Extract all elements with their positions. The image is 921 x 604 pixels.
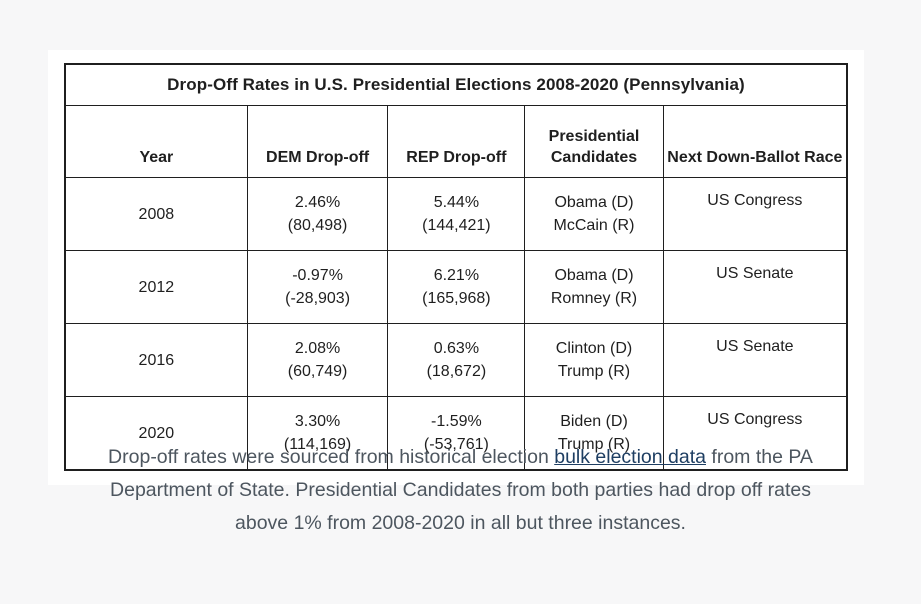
next-race-cell: US Congress [662,396,848,471]
rep-candidate: Romney (R) [550,290,638,307]
caption-text: Drop-off rates were sourced from histori… [108,446,555,468]
rep-dropoff-pct: 0.63% [433,340,480,357]
rep-dropoff-pct: -1.59% [431,413,482,430]
column-header-year: Year [64,105,248,178]
candidates-cell: Obama (D) Romney (R) [524,250,664,324]
column-header-rep-dropoff: REP Drop-off [387,105,526,178]
next-race-cell: US Congress [662,177,848,251]
caption-text: from the PA [706,446,813,468]
rep-candidate: Trump (R) [557,436,631,453]
dem-candidate: Biden (D) [560,413,628,430]
dem-dropoff-cell: 3.30% (114,169) [246,396,389,471]
rep-dropoff-pct: 5.44% [433,194,480,211]
table-row-2016: 2016 2.08% (60,749) 0.63% (18,672) Clint… [64,323,848,397]
candidates-cell: Biden (D) Trump (R) [524,396,664,471]
table-title: Drop-Off Rates in U.S. Presidential Elec… [64,63,848,106]
candidates-cell: Clinton (D) Trump (R) [524,323,664,397]
column-header-dem-dropoff: DEM Drop-off [246,105,389,178]
column-header-next-down-ballot-race: Next Down-Ballot Race [662,105,848,178]
dem-dropoff-pct: 2.08% [294,340,341,357]
dem-dropoff-pct: 2.46% [294,194,341,211]
dem-dropoff-cell: -0.97% (-28,903) [246,250,389,324]
rep-dropoff-votes: (18,672) [426,363,487,380]
dem-dropoff-pct: 3.30% [294,413,341,430]
dem-dropoff-votes: (80,498) [287,217,348,234]
candidates-cell: Obama (D) McCain (R) [524,177,664,251]
next-race-cell: US Senate [662,250,848,324]
dem-dropoff-cell: 2.46% (80,498) [246,177,389,251]
dem-dropoff-votes: (-28,903) [285,290,351,307]
year-cell: 2016 [64,323,248,397]
rep-dropoff-pct: 6.21% [433,267,480,284]
figure-caption: Drop-off rates were sourced from histori… [0,441,921,540]
dem-dropoff-votes: (60,749) [287,363,348,380]
year-cell: 2008 [64,177,248,251]
dem-dropoff-cell: 2.08% (60,749) [246,323,389,397]
table-row-2020: 2020 3.30% (114,169) -1.59% (-53,761) Bi… [64,396,848,471]
dem-candidate: Obama (D) [554,194,634,211]
next-race-cell: US Senate [662,323,848,397]
rep-dropoff-votes: (165,968) [422,290,491,307]
dem-dropoff-votes: (114,169) [283,436,352,453]
dem-candidate: Clinton (D) [555,340,633,357]
bulk-election-data-link[interactable]: bulk election data [554,446,706,468]
year-cell: 2012 [64,250,248,324]
rep-dropoff-votes: (-53,761) [423,436,489,453]
rep-candidate: Trump (R) [557,363,631,380]
table-row-2008: 2008 2.46% (80,498) 5.44% (144,421) Obam… [64,177,848,251]
rep-dropoff-cell: 0.63% (18,672) [387,323,526,397]
dem-candidate: Obama (D) [554,267,634,284]
dem-dropoff-pct: -0.97% [292,267,343,284]
table-row-2012: 2012 -0.97% (-28,903) 6.21% (165,968) Ob… [64,250,848,324]
caption-text: above 1% from 2008-2020 in all but three… [235,512,686,534]
rep-candidate: McCain (R) [553,217,635,234]
column-header-presidential-candidates: Presidential Candidates [524,105,664,178]
rep-dropoff-cell: 5.44% (144,421) [387,177,526,251]
rep-dropoff-cell: 6.21% (165,968) [387,250,526,324]
rep-dropoff-cell: -1.59% (-53,761) [387,396,526,471]
year-cell: 2020 [64,396,248,471]
dropoff-rates-table: Drop-Off Rates in U.S. Presidential Elec… [64,63,848,471]
caption-text: Department of State. Presidential Candid… [110,479,811,501]
table-figure: Drop-Off Rates in U.S. Presidential Elec… [48,50,864,485]
rep-dropoff-votes: (144,421) [422,217,491,234]
